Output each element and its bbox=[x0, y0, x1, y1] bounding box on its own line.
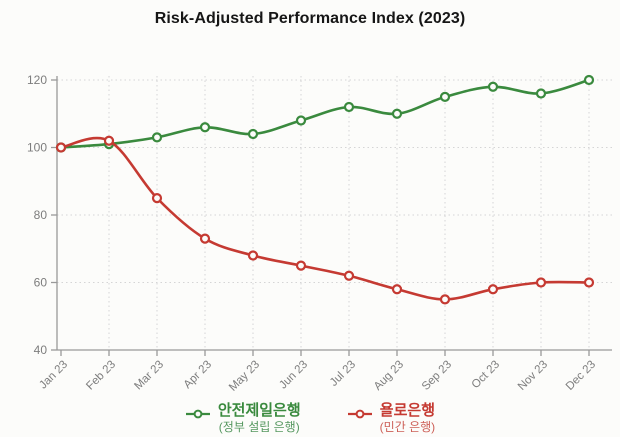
legend-label: 안전제일은행 bbox=[217, 402, 301, 419]
x-tick-label: Jun 23 bbox=[277, 359, 310, 392]
data-point-1-9 bbox=[487, 284, 499, 295]
x-tick-label: Sep 23 bbox=[420, 359, 454, 393]
x-tick-label: Jan 23 bbox=[37, 359, 70, 392]
data-point-1-4 bbox=[247, 250, 259, 261]
data-point-1-11 bbox=[583, 277, 595, 288]
data-point-1-1 bbox=[103, 135, 115, 146]
x-tick-label: Feb 23 bbox=[84, 359, 118, 393]
y-tick-label: 40 bbox=[34, 343, 48, 357]
data-point-0-7 bbox=[391, 108, 403, 119]
x-tick-label: May 23 bbox=[227, 359, 262, 394]
data-point-0-5 bbox=[295, 115, 307, 126]
x-tick-label: Oct 23 bbox=[470, 359, 502, 391]
x-tick-label: Apr 23 bbox=[182, 359, 214, 391]
x-tick-label: Aug 23 bbox=[372, 359, 406, 393]
legend-item-yolo-bank: 욜로은행 (민간 은행) bbox=[347, 402, 436, 435]
data-point-1-6 bbox=[343, 270, 355, 281]
legend-sublabel: (민간 은행) bbox=[379, 420, 436, 434]
line-chart: 40 60 80 100 120 Jan 23 Feb 23 Mar 23 Apr 23 May … bbox=[27, 73, 612, 394]
data-point-0-10 bbox=[535, 88, 547, 99]
series-line-1 bbox=[59, 136, 591, 301]
data-point-1-7 bbox=[391, 284, 403, 295]
data-point-0-9 bbox=[487, 81, 499, 92]
data-point-1-10 bbox=[535, 277, 547, 288]
y-tick-label: 120 bbox=[27, 73, 47, 87]
line-marker-icon bbox=[347, 409, 372, 419]
data-point-1-8 bbox=[439, 294, 451, 305]
y-tick-label: 60 bbox=[34, 276, 48, 290]
x-tick-label: Mar 23 bbox=[132, 359, 166, 393]
data-point-1-2 bbox=[151, 193, 163, 204]
data-point-1-0 bbox=[55, 142, 67, 153]
data-point-0-4 bbox=[247, 128, 259, 140]
x-tick-label: Dec 23 bbox=[564, 359, 598, 393]
data-point-0-3 bbox=[199, 122, 211, 133]
data-point-0-6 bbox=[343, 101, 355, 113]
x-tick-label: Jul 23 bbox=[328, 359, 358, 389]
data-point-0-2 bbox=[151, 132, 163, 143]
data-point-1-3 bbox=[199, 233, 211, 244]
series-line-0 bbox=[59, 78, 591, 149]
legend-item-safety-first-bank: 안전제일은행 (정부 설립 은행) bbox=[185, 402, 301, 435]
line-marker-icon bbox=[185, 409, 210, 419]
chart-title: Risk-Adjusted Performance Index (2023) bbox=[154, 10, 466, 27]
legend-label: 욜로은행 bbox=[379, 402, 435, 419]
chart-legend: 안전제일은행 (정부 설립 은행) 욜로은행 (민간 은행) bbox=[0, 402, 620, 435]
data-point-1-5 bbox=[295, 260, 307, 271]
data-point-0-11 bbox=[583, 74, 595, 86]
x-tick-label: Nov 23 bbox=[516, 359, 550, 393]
y-tick-label: 80 bbox=[34, 208, 48, 222]
data-point-0-8 bbox=[439, 91, 451, 102]
legend-sublabel: (정부 설립 은행) bbox=[218, 420, 300, 434]
y-tick-label: 100 bbox=[27, 141, 47, 155]
